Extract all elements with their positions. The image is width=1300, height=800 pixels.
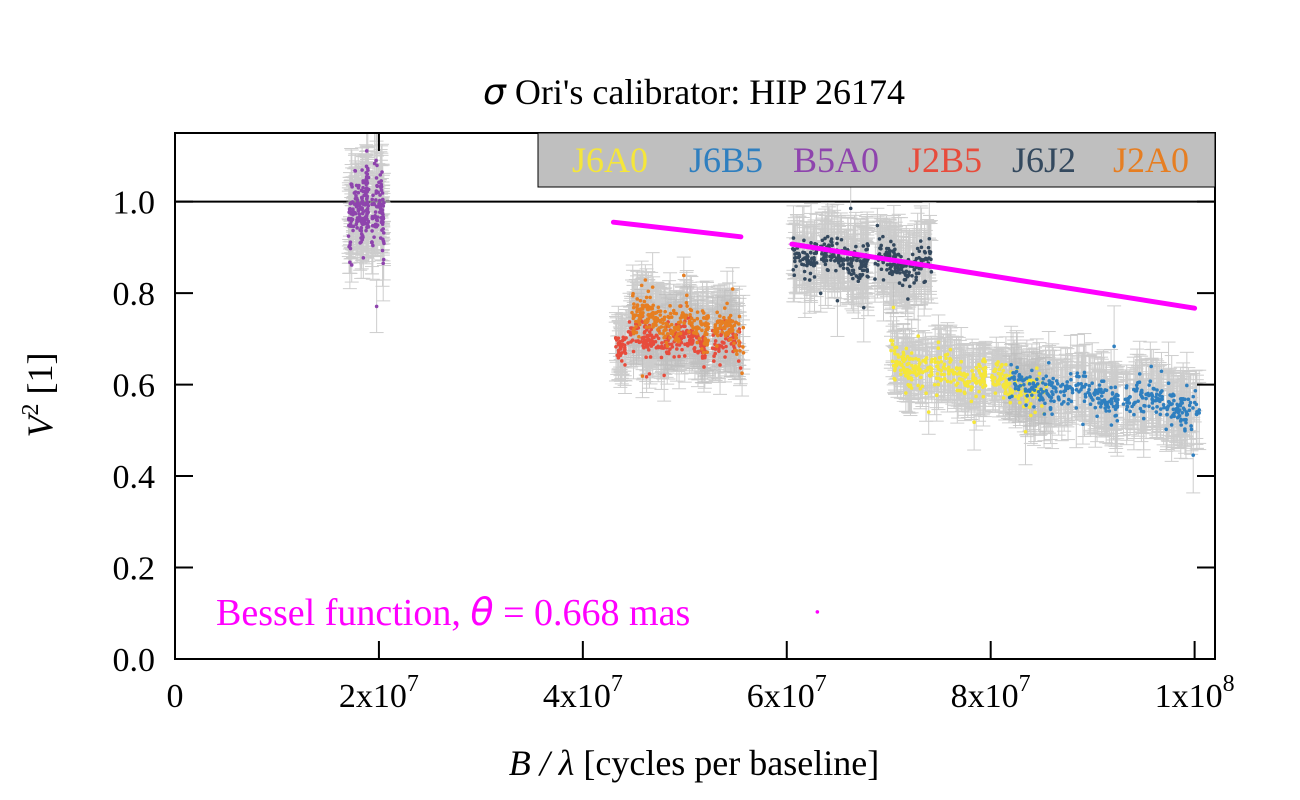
title-text: Ori's calibrator: HIP 26174 <box>506 72 905 112</box>
x-axis-label-symbol: B / λ <box>509 743 575 783</box>
y-axis-label-base: V <box>20 411 60 437</box>
x-axis-label-text: [cycles per baseline] <box>574 743 879 783</box>
plot-area: 0.00.20.40.60.81.00 2x107 4x107 6x107 8x107 1… <box>113 132 1235 715</box>
chart-title: σ Ori's calibrator: HIP 26174 <box>483 72 905 113</box>
x-axis-label: B / λ [cycles per baseline] <box>509 743 879 783</box>
title-symbol: σ <box>483 72 507 113</box>
y-axis-label-sup: 2 <box>18 403 44 415</box>
y-axis-label: V2 [1] <box>18 353 60 438</box>
y-axis-label-text: [1] <box>20 353 60 404</box>
